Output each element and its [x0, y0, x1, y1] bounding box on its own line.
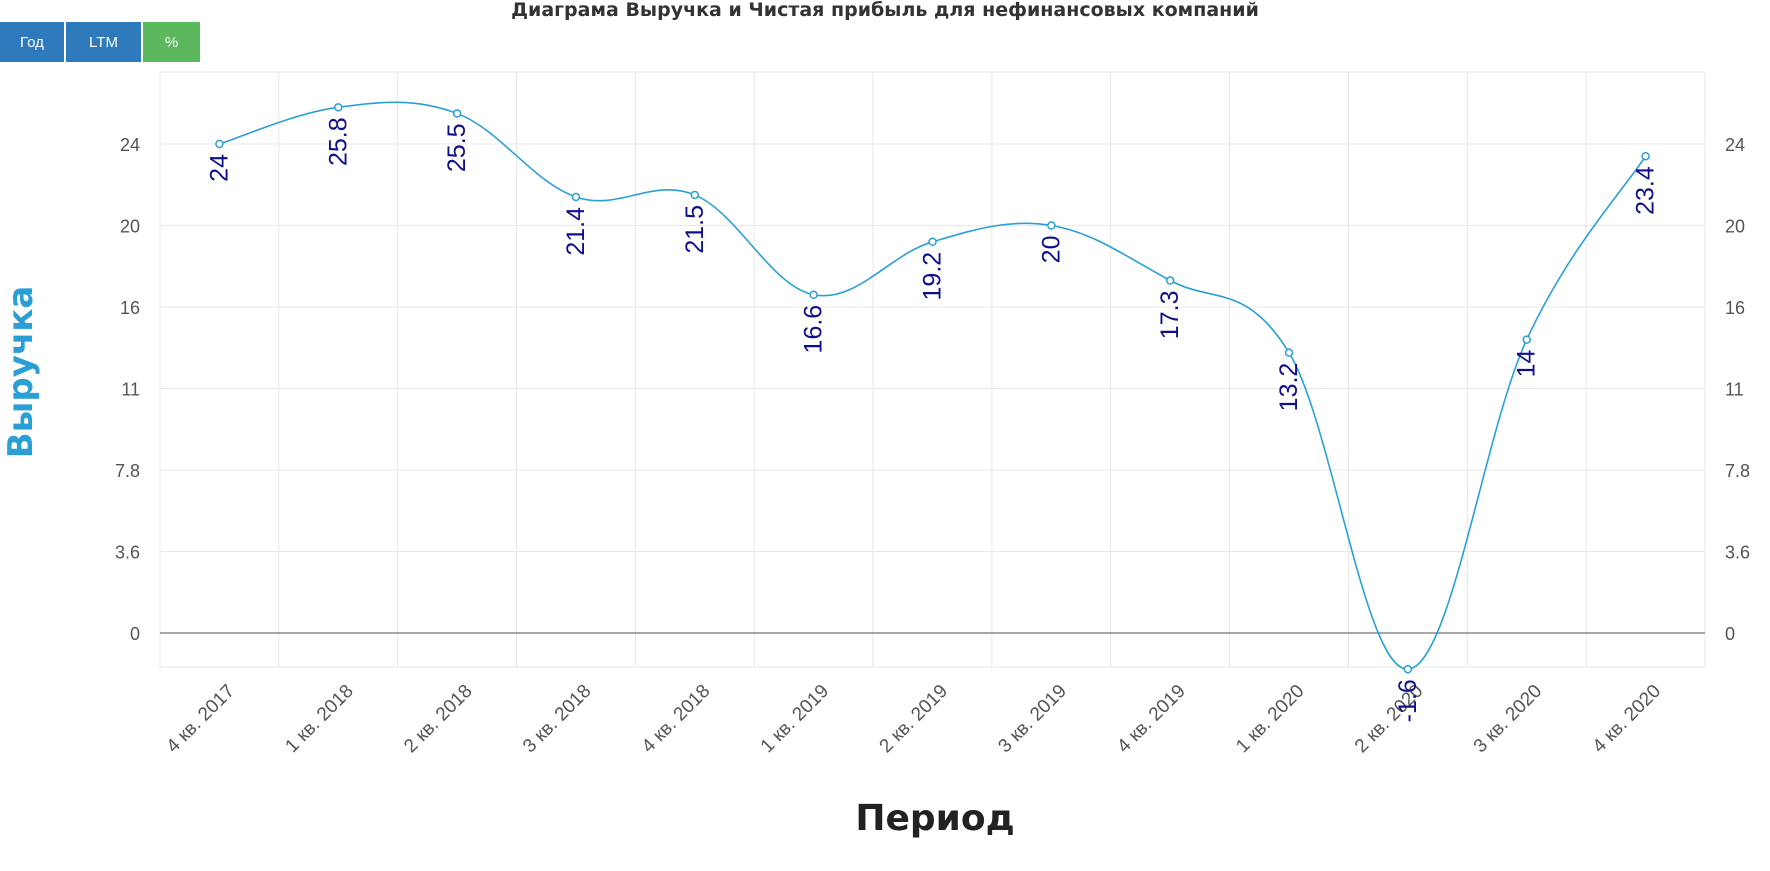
data-label: 25.5: [443, 123, 471, 172]
data-point: [334, 103, 343, 112]
plot-border: [159, 71, 1706, 668]
y-tick-label-left: 11: [121, 380, 140, 400]
data-point: [215, 139, 224, 149]
y-tick-label-right: 7.8: [1725, 461, 1750, 481]
y-tick-label-right: 24: [1725, 135, 1745, 155]
data-label: 21.4: [562, 207, 590, 256]
x-tick-label: 3 кв. 2020: [1470, 681, 1546, 757]
data-label: 21.5: [681, 205, 709, 254]
y-tick-label-right: 3.6: [1725, 543, 1750, 563]
data-point: [1403, 664, 1413, 674]
x-axis-ticks: 4 кв. 2017 1 кв. 2018 2 кв. 2018 3 кв. 2018…: [163, 681, 1666, 757]
data-point: [809, 290, 818, 300]
x-tick-label: 3 кв. 2019: [994, 681, 1070, 757]
data-label: 24: [205, 154, 233, 182]
data-point: [1641, 151, 1650, 161]
data-point: [928, 237, 937, 247]
y-tick-label-left: 3.6: [115, 543, 140, 563]
data-label: 19.2: [919, 252, 947, 301]
y-tick-label-left: 20: [120, 217, 140, 237]
x-tick-label: 2 кв. 2019: [876, 681, 952, 757]
y-tick-label-left: 24: [120, 135, 140, 155]
data-point: [1165, 276, 1175, 285]
x-axis-title: Период: [855, 798, 1014, 839]
data-point: [1284, 348, 1294, 357]
data-label: 20: [1037, 236, 1065, 264]
year-button[interactable]: Год: [0, 22, 64, 62]
y-tick-label-right: 20: [1725, 217, 1745, 237]
data-label: -1.6: [1394, 679, 1422, 722]
x-tick-label: 3 кв. 2018: [519, 681, 595, 757]
data-points: [215, 103, 1650, 674]
grid: [159, 71, 1706, 668]
data-point: [690, 190, 700, 200]
y-tick-label-right: 0: [1725, 624, 1735, 644]
y-tick-label-left: 16: [120, 298, 140, 318]
data-point: [1047, 221, 1056, 230]
data-labels: 24 25.8 25.5 21.4 21.5 16.6 19.2 20 17.3 13.2 -1.6…: [205, 117, 1659, 722]
y-tick-label-right: 16: [1725, 298, 1745, 318]
x-tick-label: 4 кв. 2017: [163, 681, 239, 757]
x-tick-label: 4 кв. 2019: [1113, 681, 1189, 757]
chart-title: Диаграма Выручка и Чистая прибыль для не…: [511, 0, 1259, 21]
x-tick-label: 2 кв. 2018: [400, 681, 476, 757]
data-point: [452, 109, 462, 118]
series-line: [219, 101, 1647, 671]
data-label: 17.3: [1156, 291, 1184, 340]
y-axis-ticks: 0 0 3.6 3.6 7.8 7.8 11 11 16 16 20 20 24 24: [115, 135, 1750, 644]
y-tick-label-right: 11: [1725, 380, 1744, 400]
data-label: 16.6: [800, 305, 828, 354]
x-tick-label: 1 кв. 2020: [1232, 681, 1308, 757]
ltm-button[interactable]: LTM: [66, 22, 141, 62]
data-label: 25.8: [324, 117, 352, 166]
data-label: 23.4: [1632, 166, 1660, 215]
x-tick-label: 4 кв. 2018: [638, 681, 714, 757]
data-point: [1522, 335, 1531, 344]
data-label: 14: [1513, 350, 1541, 378]
x-tick-label: 4 кв. 2020: [1589, 681, 1665, 757]
percent-button[interactable]: %: [143, 22, 200, 62]
y-tick-label-left: 0: [130, 624, 140, 644]
data-label: 13.2: [1275, 363, 1303, 412]
x-tick-label: 1 кв. 2019: [757, 681, 833, 757]
x-tick-label: 1 кв. 2018: [281, 681, 357, 757]
y-tick-label-left: 7.8: [115, 461, 140, 481]
y-axis-title: Выручка: [1, 286, 41, 459]
data-point: [571, 192, 581, 202]
